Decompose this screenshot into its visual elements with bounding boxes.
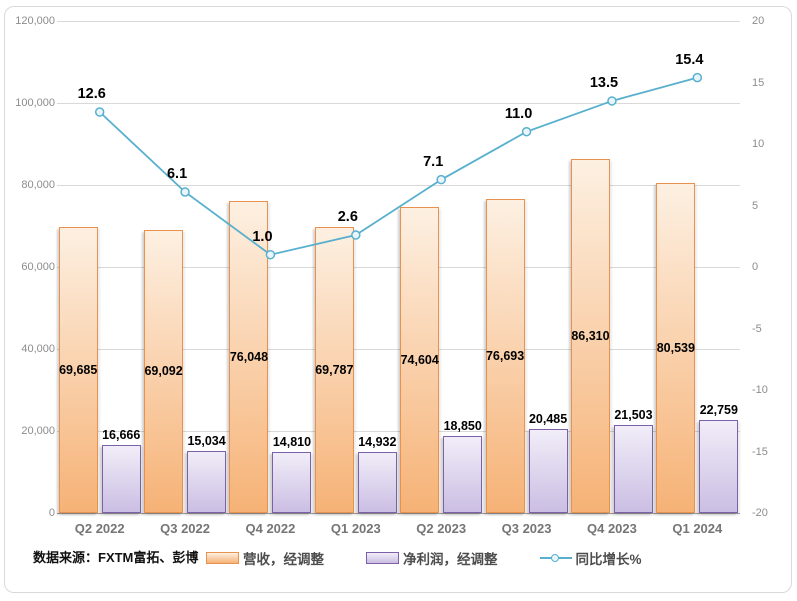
- netprofit-bar: [613, 424, 653, 513]
- left-axis-tick: 60,000: [21, 261, 55, 273]
- legend-item-netprofit: 净利润，经调整: [366, 548, 498, 568]
- revenue-value-label: 76,048: [229, 350, 269, 365]
- left-axis-tick: 80,000: [21, 179, 55, 191]
- revenue-bar: [400, 207, 440, 513]
- growth-value-label: 6.1: [166, 165, 188, 182]
- category-label: Q3 2022: [160, 521, 210, 536]
- gridline: [57, 21, 740, 22]
- legend-item-growth: 同比增长%: [539, 548, 642, 568]
- right-axis-tick: 20: [752, 15, 765, 27]
- netprofit-bar: [443, 435, 483, 513]
- right-axis-tick: -5: [752, 322, 762, 335]
- legend-item-revenue: 营收，经调整: [206, 548, 324, 568]
- x-axis-line: [57, 513, 740, 514]
- revenue-bar: [485, 198, 525, 513]
- gridline: [57, 185, 740, 186]
- category-label: Q4 2023: [587, 521, 637, 536]
- netprofit-value-label: 18,850: [443, 418, 482, 433]
- growth-value-label: 7.1: [423, 153, 444, 170]
- revenue-value-label: 80,539: [656, 340, 695, 355]
- revenue-value-label: 69,787: [315, 362, 354, 377]
- category-label: Q2 2023: [416, 521, 467, 536]
- growth-line-series: [94, 72, 703, 260]
- revenue-value-label: 86,310: [571, 329, 610, 344]
- source-note: 数据来源：FXTM富拓、彭博: [33, 550, 199, 565]
- growth-value-label: 12.6: [77, 86, 106, 103]
- revenue-bar: [144, 229, 184, 513]
- left-axis-tick: 120,000: [15, 15, 55, 27]
- growth-point-marker: [351, 230, 361, 240]
- growth-point-marker: [692, 72, 703, 83]
- growth-value-label: 13.5: [589, 74, 619, 91]
- legend: 营收，经调整 净利润，经调整 同比增长%: [206, 548, 642, 568]
- legend-label-growth: 同比增长%: [575, 552, 642, 567]
- revenue-bar: [314, 226, 354, 513]
- growth-point-marker: [94, 107, 105, 117]
- growth-point-marker: [521, 126, 532, 137]
- right-axis-tick: 15: [752, 76, 765, 89]
- revenue-bar: [656, 182, 696, 513]
- revenue-value-label: 76,693: [485, 348, 525, 363]
- growth-point-marker: [180, 187, 190, 197]
- netprofit-value-label: 22,759: [699, 402, 738, 417]
- netprofit-bar: [101, 444, 141, 513]
- category-label: Q2 2022: [74, 521, 125, 536]
- category-label: Q3 2023: [501, 521, 552, 536]
- left-axis-tick: 100,000: [15, 97, 55, 109]
- revenue-swatch-icon: [206, 552, 239, 564]
- category-label: Q1 2023: [330, 521, 381, 536]
- netprofit-bar: [272, 452, 312, 513]
- revenue-bar: [570, 159, 610, 513]
- growth-value-label: 1.0: [252, 228, 273, 245]
- right-axis-tick: 5: [752, 199, 759, 212]
- revenue-value-label: 69,092: [144, 364, 183, 379]
- right-axis-tick: 0: [752, 261, 759, 273]
- revenue-bar: [58, 227, 98, 513]
- gridline: [57, 267, 740, 268]
- gridline: [57, 103, 740, 104]
- right-axis-tick: -20: [752, 507, 768, 519]
- growth-value-label: 15.4: [675, 51, 704, 68]
- netprofit-value-label: 15,034: [187, 434, 226, 449]
- right-axis-tick: 10: [752, 138, 765, 150]
- left-axis-tick: 40,000: [21, 343, 55, 355]
- growth-value-label: 11.0: [504, 105, 533, 122]
- revenue-value-label: 74,604: [400, 353, 439, 368]
- legend-label-netprofit: 净利润，经调整: [403, 552, 498, 567]
- netprofit-bar: [699, 419, 739, 513]
- netprofit-value-label: 14,810: [272, 435, 312, 450]
- netprofit-bar: [528, 429, 568, 513]
- growth-value-label: 2.6: [337, 209, 358, 226]
- growth-line-marker-icon: [539, 553, 572, 563]
- right-axis-tick: -15: [752, 445, 768, 458]
- right-axis-tick: -10: [752, 384, 768, 396]
- legend-label-revenue: 营收，经调整: [243, 552, 324, 567]
- netprofit-swatch-icon: [366, 552, 399, 564]
- netprofit-bar: [357, 451, 397, 513]
- gridline: [57, 431, 740, 432]
- left-axis-tick: 0: [48, 507, 55, 519]
- netprofit-value-label: 16,666: [102, 427, 141, 442]
- gridline: [57, 349, 740, 350]
- growth-point-marker: [265, 249, 276, 260]
- netprofit-value-label: 14,932: [358, 434, 397, 449]
- growth-point-marker: [607, 96, 617, 106]
- revenue-value-label: 69,685: [59, 363, 98, 378]
- netprofit-value-label: 20,485: [528, 412, 568, 426]
- category-label: Q4 2022: [245, 521, 296, 536]
- growth-line: [99, 76, 698, 256]
- category-label: Q1 2024: [672, 521, 723, 536]
- netprofit-value-label: 21,503: [614, 407, 653, 422]
- revenue-bar: [229, 201, 269, 513]
- left-axis-tick: 20,000: [21, 425, 55, 437]
- growth-point-marker: [436, 174, 446, 185]
- netprofit-bar: [187, 451, 227, 513]
